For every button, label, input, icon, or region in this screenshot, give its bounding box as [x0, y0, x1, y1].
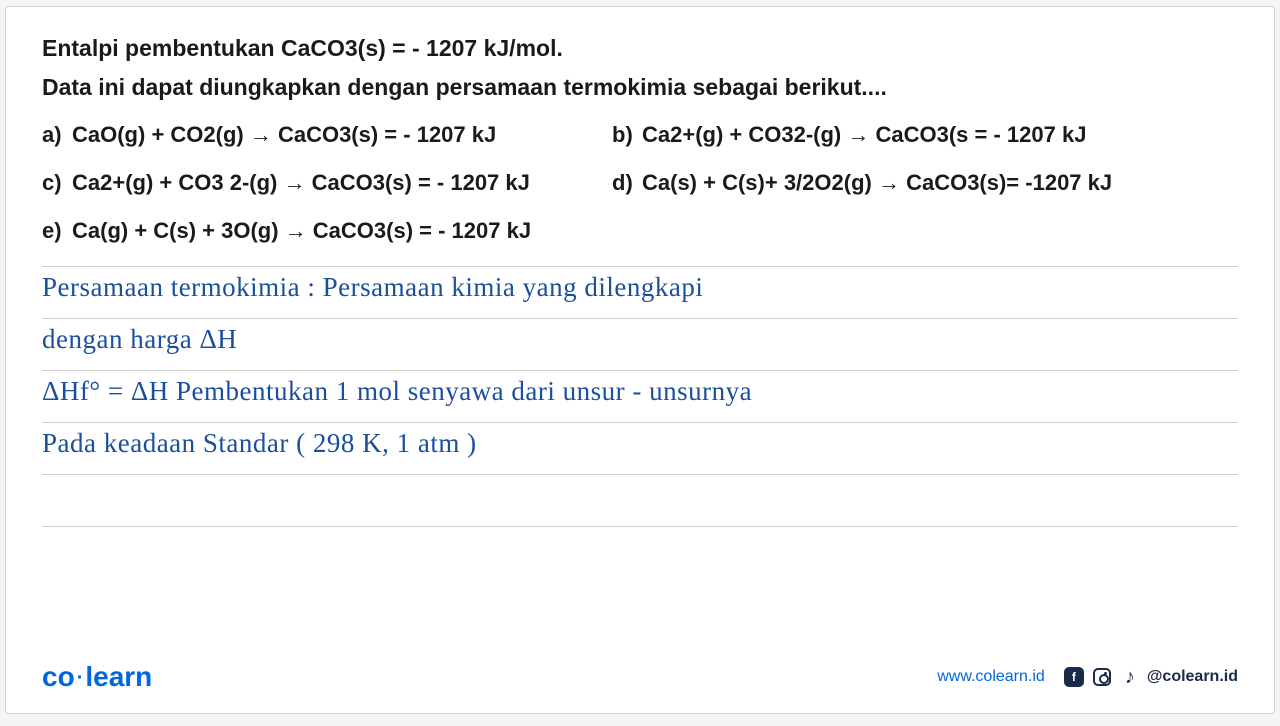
option-b-text: Ca2+(g) + CO32-(g) → CaCO3(s = - 1207 kJ	[642, 122, 1086, 148]
social-handle: @colearn.id	[1147, 668, 1238, 686]
option-b-label: b)	[612, 122, 642, 148]
ruled-line-1: Persamaan termokimia : Persamaan kimia y…	[42, 266, 1238, 318]
option-e-text: Ca(g) + C(s) + 3O(g) → CaCO3(s) = - 1207…	[72, 218, 531, 244]
tiktok-icon[interactable]: ♪	[1119, 666, 1141, 688]
option-a-label: a)	[42, 122, 72, 148]
option-e: e) Ca(g) + C(s) + 3O(g) → CaCO3(s) = - 1…	[42, 218, 612, 244]
handwritten-line-1: Persamaan termokimia : Persamaan kimia y…	[42, 272, 703, 303]
logo-text-right: learn	[85, 661, 152, 692]
option-row-3: e) Ca(g) + C(s) + 3O(g) → CaCO3(s) = - 1…	[42, 218, 1238, 244]
option-a-text: CaO(g) + CO2(g) → CaCO3(s) = - 1207 kJ	[72, 122, 496, 148]
handwriting-area: Persamaan termokimia : Persamaan kimia y…	[42, 266, 1238, 578]
socials: f ♪ @colearn.id	[1063, 666, 1238, 688]
handwritten-line-2: dengan harga ΔH	[42, 324, 237, 355]
option-b: b) Ca2+(g) + CO32-(g) → CaCO3(s = - 1207…	[612, 122, 1238, 148]
option-d: d) Ca(s) + C(s)+ 3/2O2(g) → CaCO3(s)= -1…	[612, 170, 1238, 196]
facebook-icon[interactable]: f	[1063, 666, 1085, 688]
option-row-1: a) CaO(g) + CO2(g) → CaCO3(s) = - 1207 k…	[42, 122, 1238, 148]
question-line-1: Entalpi pembentukan CaCO3(s) = - 1207 kJ…	[42, 31, 1238, 66]
handwritten-line-3: ΔHf° = ΔH Pembentukan 1 mol senyawa dari…	[42, 376, 752, 407]
option-row-2: c) Ca2+(g) + CO3 2-(g) → CaCO3(s) = - 12…	[42, 170, 1238, 196]
ruled-line-6	[42, 526, 1238, 578]
page-container: Entalpi pembentukan CaCO3(s) = - 1207 kJ…	[5, 6, 1275, 714]
instagram-icon[interactable]	[1091, 666, 1113, 688]
question-line-2: Data ini dapat diungkapkan dengan persam…	[42, 70, 1238, 105]
options-block: a) CaO(g) + CO2(g) → CaCO3(s) = - 1207 k…	[42, 122, 1238, 244]
ruled-line-3: ΔHf° = ΔH Pembentukan 1 mol senyawa dari…	[42, 370, 1238, 422]
logo-dot: ·	[77, 667, 84, 689]
website-link[interactable]: www.colearn.id	[937, 668, 1045, 686]
option-a: a) CaO(g) + CO2(g) → CaCO3(s) = - 1207 k…	[42, 122, 612, 148]
ruled-line-5	[42, 474, 1238, 526]
handwritten-line-4: Pada keadaan Standar ( 298 K, 1 atm )	[42, 428, 477, 459]
logo-text-left: co	[42, 661, 75, 692]
footer: co·learn www.colearn.id f ♪ @colearn.id	[42, 661, 1238, 693]
option-c-text: Ca2+(g) + CO3 2-(g) → CaCO3(s) = - 1207 …	[72, 170, 530, 196]
option-d-label: d)	[612, 170, 642, 196]
option-d-text: Ca(s) + C(s)+ 3/2O2(g) → CaCO3(s)= -1207…	[642, 170, 1112, 196]
option-e-label: e)	[42, 218, 72, 244]
option-c-label: c)	[42, 170, 72, 196]
ruled-line-2: dengan harga ΔH	[42, 318, 1238, 370]
brand-logo: co·learn	[42, 661, 152, 693]
footer-right: www.colearn.id f ♪ @colearn.id	[937, 666, 1238, 688]
ruled-line-4: Pada keadaan Standar ( 298 K, 1 atm )	[42, 422, 1238, 474]
option-c: c) Ca2+(g) + CO3 2-(g) → CaCO3(s) = - 12…	[42, 170, 612, 196]
